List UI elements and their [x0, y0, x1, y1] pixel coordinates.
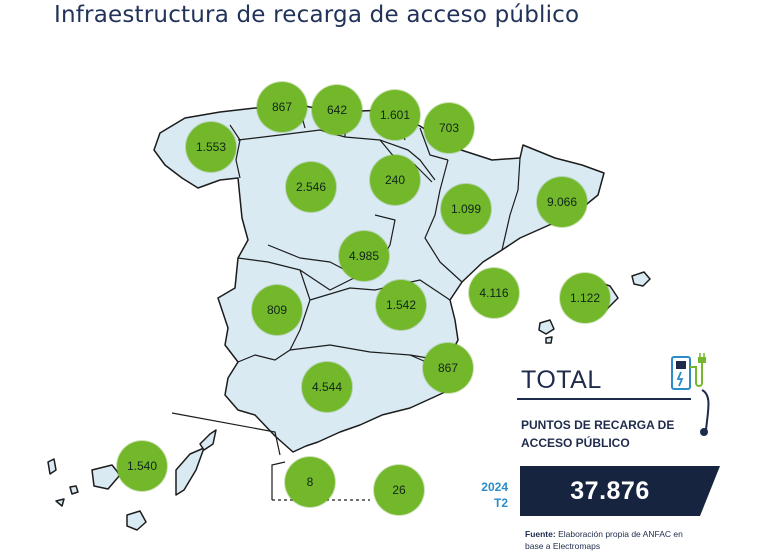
region-bubble-baleares: 1.122 — [560, 273, 610, 323]
region-bubble-pa-s-vasco: 1.601 — [370, 90, 420, 140]
formentera-outline — [545, 336, 553, 344]
region-bubble-melilla: 26 — [374, 465, 424, 515]
total-value: 37.876 — [570, 476, 650, 505]
hierro-outline — [55, 498, 65, 507]
ibiza-outline — [538, 319, 555, 335]
region-bubble-canarias: 1.540 — [117, 441, 167, 491]
region-bubble-galicia: 1.553 — [186, 122, 236, 172]
source-text: Elaboración propia de ANFAC en base a El… — [525, 529, 683, 551]
region-bubble-navarra: 703 — [424, 103, 474, 153]
gomera-outline — [69, 485, 79, 495]
region-bubble-la-rioja: 240 — [370, 155, 420, 205]
region-bubble-andaluc-a: 4.544 — [302, 362, 352, 412]
region-bubble-castilla-y-le-n: 2.546 — [286, 162, 336, 212]
source-note: Fuente: Elaboración propia de ANFAC en b… — [525, 528, 695, 552]
lapalma-outline — [47, 458, 57, 475]
region-bubble-madrid: 4.985 — [339, 231, 389, 281]
total-period: T2 — [493, 496, 508, 510]
total-underline — [517, 398, 691, 400]
ev-charger-icon — [671, 353, 706, 390]
source-label: Fuente: — [525, 529, 556, 539]
region-bubble-extremadura: 809 — [252, 285, 302, 335]
total-year: 2024 — [481, 480, 508, 494]
total-box — [520, 466, 720, 516]
mainland-outline — [153, 104, 605, 453]
lanzarote-outline — [199, 429, 217, 451]
grancanaria-outline — [126, 510, 147, 531]
menorca-outline — [631, 271, 651, 287]
region-bubble-arag-n: 1.099 — [441, 184, 491, 234]
region-bubble-cantabria: 642 — [312, 85, 362, 135]
total-label: TOTAL — [521, 366, 602, 394]
region-bubble-ceuta: 8 — [285, 457, 335, 507]
page-title: Infraestructura de recarga de acceso púb… — [54, 2, 580, 28]
fuerteventura-outline — [175, 447, 205, 496]
region-bubble-catalu-a: 9.066 — [537, 177, 587, 227]
total-subtitle: PUNTOS DE RECARGA DE ACCESO PÚBLICO — [521, 418, 675, 450]
region-bubble-murcia: 867 — [423, 343, 473, 393]
region-bubble-comunidad-valenciana: 4.116 — [469, 268, 519, 318]
region-bubble-castilla-la-mancha: 1.542 — [376, 280, 426, 330]
region-bubble-asturias: 867 — [257, 82, 307, 132]
tenerife-outline — [91, 464, 121, 490]
